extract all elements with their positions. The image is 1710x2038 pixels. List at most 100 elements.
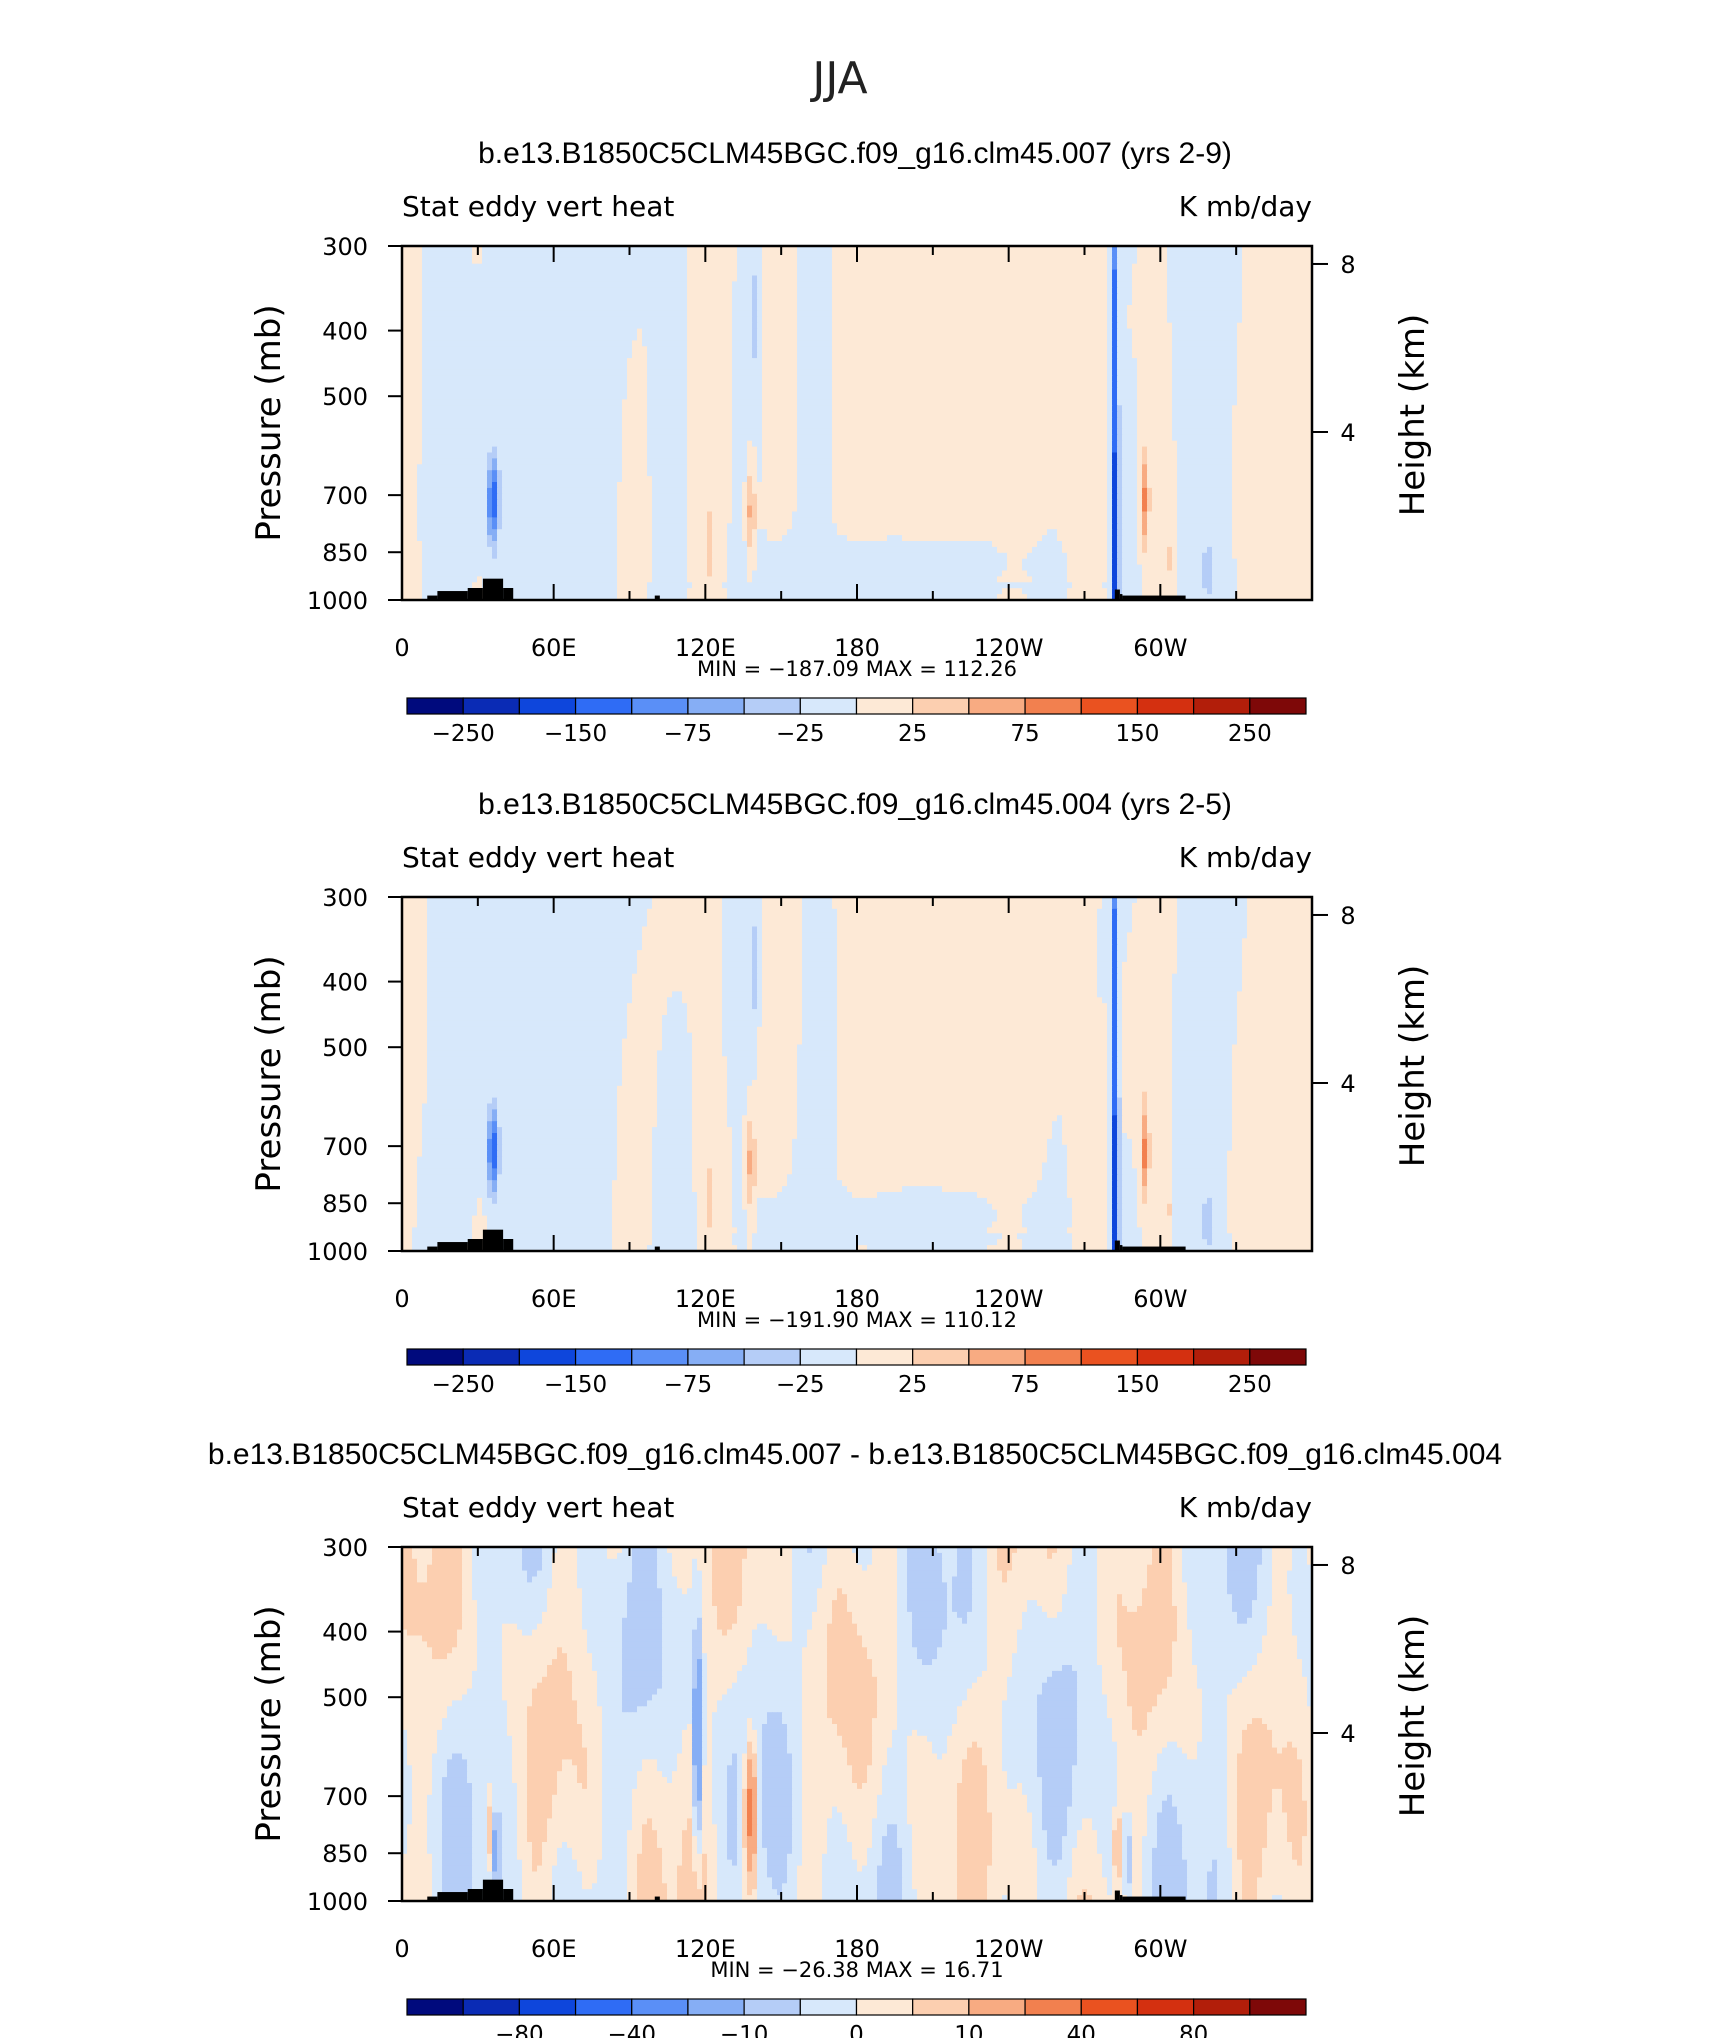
- heatmap-cell: [1042, 334, 1048, 341]
- heatmap-cell: [477, 281, 483, 288]
- heatmap-cell: [902, 251, 908, 259]
- heatmap-cell: [997, 251, 1003, 259]
- heatmap-cell: [917, 346, 923, 353]
- heatmap-cell: [687, 251, 693, 259]
- heatmap-cell: [867, 358, 873, 365]
- heatmap-cell: [1227, 299, 1233, 306]
- heatmap-cell: [792, 305, 798, 312]
- heatmap-cell: [802, 369, 808, 377]
- heatmap-cell: [1257, 246, 1263, 253]
- heatmap-cell: [517, 381, 523, 389]
- heatmap-cell: [442, 305, 448, 312]
- heatmap-cell: [877, 263, 883, 271]
- heatmap-cell: [1162, 334, 1168, 341]
- heatmap-cell: [587, 287, 593, 294]
- heatmap-cell: [892, 381, 898, 389]
- heatmap-cell: [707, 269, 713, 277]
- heatmap-cell: [1152, 364, 1158, 371]
- heatmap-cell: [1022, 251, 1028, 259]
- heatmap-cell: [412, 257, 418, 265]
- heatmap-cell: [1072, 364, 1078, 371]
- heatmap-cell: [947, 375, 953, 383]
- heatmap-cell: [1172, 275, 1178, 282]
- heatmap-cell: [792, 387, 798, 395]
- heatmap-cell: [1132, 352, 1138, 359]
- heatmap-cell: [1072, 293, 1078, 300]
- heatmap-cell: [812, 328, 818, 336]
- heatmap-cell: [632, 387, 638, 395]
- heatmap-cell: [522, 387, 528, 395]
- heatmap-cell: [542, 375, 548, 383]
- heatmap-cell: [797, 257, 803, 265]
- heatmap-cell: [1072, 305, 1078, 312]
- heatmap-cell: [547, 251, 553, 259]
- heatmap-cell: [937, 293, 943, 300]
- heatmap-cell: [1122, 257, 1128, 265]
- heatmap-cell: [1037, 381, 1043, 389]
- heatmap-cell: [632, 322, 638, 330]
- heatmap-cell: [767, 340, 773, 347]
- heatmap-cell: [507, 375, 513, 383]
- heatmap-cell: [1032, 375, 1038, 383]
- heatmap-cell: [757, 322, 763, 330]
- heatmap-cell: [492, 399, 498, 406]
- heatmap-cell: [687, 275, 693, 282]
- heatmap-cell: [662, 328, 668, 336]
- heatmap-cell: [862, 375, 868, 383]
- heatmap-cell: [497, 393, 503, 400]
- heatmap-cell: [557, 322, 563, 330]
- heatmap-cell: [1287, 305, 1293, 312]
- heatmap-cell: [1297, 287, 1303, 294]
- heatmap-cell: [1187, 393, 1193, 400]
- heatmap-cell: [1092, 287, 1098, 294]
- heatmap-cell: [967, 281, 973, 288]
- heatmap-cell: [747, 358, 753, 365]
- heatmap-cell: [1262, 293, 1268, 300]
- heatmap-cell: [587, 381, 593, 389]
- heatmap-cell: [1157, 299, 1163, 306]
- heatmap-cell: [1252, 305, 1258, 312]
- heatmap-cell: [642, 334, 648, 341]
- heatmap-cell: [427, 328, 433, 336]
- heatmap-cell: [692, 305, 698, 312]
- heatmap-cell: [457, 381, 463, 389]
- heatmap-cell: [1267, 340, 1273, 347]
- heatmap-cell: [612, 263, 618, 271]
- heatmap-cell: [717, 334, 723, 341]
- heatmap-cell: [947, 387, 953, 395]
- heatmap-cell: [587, 269, 593, 277]
- heatmap-cell: [497, 322, 503, 330]
- heatmap-cell: [1282, 369, 1288, 377]
- heatmap-cell: [1117, 293, 1123, 300]
- heatmap-cell: [1147, 246, 1153, 253]
- heatmap-cell: [877, 399, 883, 406]
- heatmap-cell: [777, 381, 783, 389]
- heatmap-cell: [912, 364, 918, 371]
- heatmap-cell: [987, 322, 993, 330]
- heatmap-cell: [907, 316, 913, 324]
- heatmap-cell: [832, 346, 838, 353]
- heatmap-cell: [1207, 340, 1213, 347]
- heatmap-cell: [1122, 322, 1128, 330]
- heatmap-cell: [432, 375, 438, 383]
- heatmap-cell: [462, 316, 468, 324]
- heatmap-cell: [1037, 299, 1043, 306]
- heatmap-cell: [1007, 358, 1013, 365]
- heatmap-cell: [457, 299, 463, 306]
- heatmap-cell: [1292, 393, 1298, 400]
- heatmap-cell: [772, 246, 778, 253]
- heatmap-cell: [1302, 293, 1308, 300]
- heatmap-cell: [577, 316, 583, 324]
- heatmap-cell: [592, 369, 598, 377]
- heatmap-cell: [887, 305, 893, 312]
- heatmap-cell: [912, 275, 918, 282]
- heatmap-cell: [757, 269, 763, 277]
- heatmap-cell: [737, 393, 743, 400]
- heatmap-cell: [1092, 299, 1098, 306]
- heatmap-cell: [437, 393, 443, 400]
- heatmap-cell: [1017, 352, 1023, 359]
- heatmap-cell: [567, 364, 573, 371]
- heatmap-cell: [447, 293, 453, 300]
- heatmap-cell: [457, 257, 463, 265]
- heatmap-cell: [542, 334, 548, 341]
